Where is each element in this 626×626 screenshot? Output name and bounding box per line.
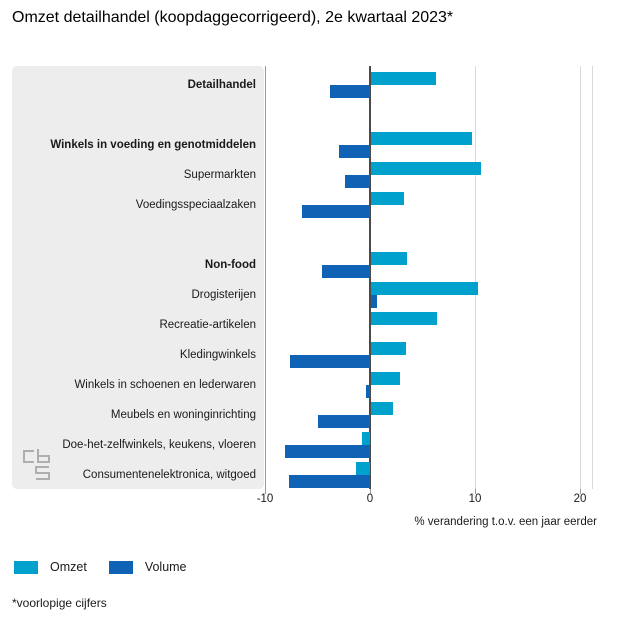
omzet-bar bbox=[361, 432, 370, 445]
omzet-bar bbox=[371, 312, 438, 325]
volume-bar bbox=[338, 145, 370, 158]
tick-label-20: 20 bbox=[573, 493, 587, 505]
tick-10 bbox=[475, 489, 476, 494]
tick-20 bbox=[580, 489, 581, 494]
plot-right-edge bbox=[592, 66, 593, 489]
tick-label-10: 10 bbox=[468, 493, 482, 505]
gridline--10 bbox=[265, 66, 266, 489]
omzet-bar bbox=[371, 132, 472, 145]
volume-bar bbox=[371, 295, 378, 308]
gridline-10 bbox=[475, 66, 476, 489]
volume-bar bbox=[290, 355, 370, 368]
legend-item-volume: Volume bbox=[108, 560, 187, 574]
footnote: *voorlopige cijfers bbox=[12, 596, 107, 610]
category-label: Voedingsspeciaalzaken bbox=[135, 199, 256, 211]
category-label: Winkels in voeding en genotmiddelen bbox=[50, 139, 256, 151]
category-label: Kledingwinkels bbox=[179, 349, 256, 361]
volume-bar bbox=[365, 385, 370, 398]
category-label: Supermarkten bbox=[183, 169, 256, 181]
category-label: Drogisterijen bbox=[191, 289, 256, 301]
tick-label-0: 0 bbox=[366, 493, 374, 505]
legend-label-volume: Volume bbox=[144, 560, 187, 574]
legend-swatch-volume bbox=[108, 560, 133, 574]
category-label: Recreatie-artikelen bbox=[159, 319, 256, 331]
category-label: Meubels en woninginrichting bbox=[110, 409, 256, 421]
tick-label--10: -10 bbox=[256, 493, 274, 505]
x-axis-title: % verandering t.o.v. een jaar eerder bbox=[414, 516, 597, 528]
volume-bar bbox=[289, 475, 370, 488]
gridline-0 bbox=[369, 66, 371, 489]
category-label: Non-food bbox=[204, 259, 256, 271]
legend-swatch-omzet bbox=[14, 560, 38, 574]
volume-bar bbox=[284, 445, 370, 458]
category-label: Detailhandel bbox=[187, 79, 256, 91]
volume-bar bbox=[330, 85, 370, 98]
omzet-bar bbox=[371, 372, 401, 385]
legend-label-omzet: Omzet bbox=[50, 560, 87, 574]
omzet-bar bbox=[371, 252, 407, 265]
volume-bar bbox=[301, 205, 370, 218]
omzet-bar bbox=[371, 342, 406, 355]
category-label: Consumentenelektronica, witgoed bbox=[82, 469, 256, 481]
chart-title: Omzet detailhandel (koopdaggecorrigeerd)… bbox=[12, 9, 454, 26]
omzet-bar bbox=[371, 402, 394, 415]
volume-bar bbox=[317, 415, 370, 428]
volume-bar bbox=[321, 265, 370, 278]
omzet-bar bbox=[356, 462, 370, 475]
omzet-bar bbox=[371, 282, 479, 295]
legend-item-omzet: Omzet bbox=[14, 560, 87, 574]
omzet-bar bbox=[371, 162, 482, 175]
omzet-bar bbox=[371, 192, 404, 205]
cbs-logo-icon bbox=[23, 449, 50, 480]
category-label: Doe-het-zelfwinkels, keukens, vloeren bbox=[62, 439, 256, 451]
legend: Omzet Volume bbox=[14, 560, 187, 574]
category-panel bbox=[12, 66, 264, 489]
gridline-20 bbox=[580, 66, 581, 489]
category-label: Winkels in schoenen en lederwaren bbox=[74, 379, 256, 391]
tick-0 bbox=[370, 489, 371, 494]
volume-bar bbox=[344, 175, 370, 188]
tick--10 bbox=[265, 489, 266, 494]
omzet-bar bbox=[371, 72, 437, 85]
